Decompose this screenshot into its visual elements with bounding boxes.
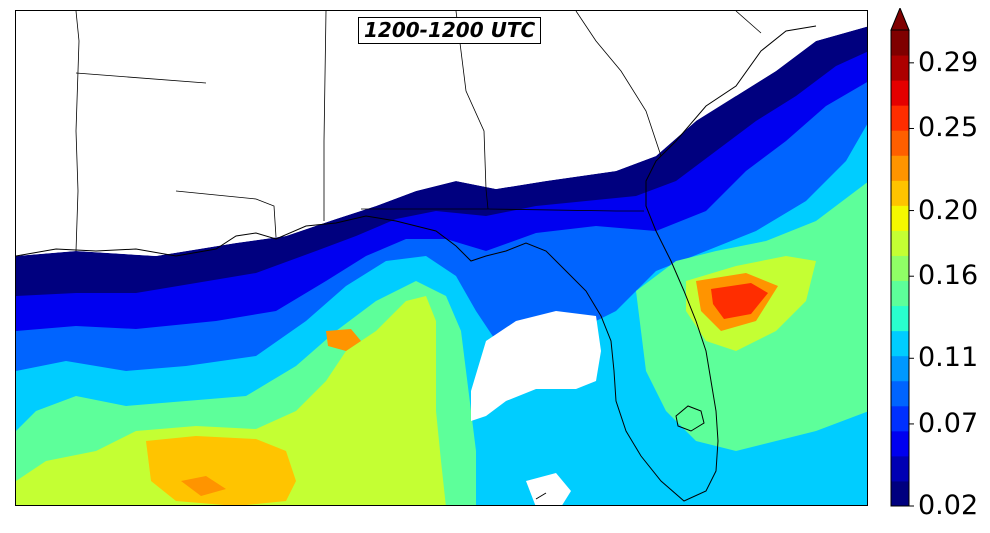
colorbar-tick-label: 0.25 [918,112,979,144]
colorbar-tick-label: 0.29 [918,46,979,78]
map-panel: 1200-1200 UTC [15,10,868,506]
colorbar-band [891,55,909,81]
colorbar-band [891,255,909,282]
colorbar-tick-label: 0.02 [918,490,979,521]
colorbar-tick-label: 0.20 [918,194,979,226]
state-borders [75,11,762,252]
colorbar-band [891,30,909,56]
colorbar-scale [890,6,914,507]
colorbar-band [891,355,909,382]
coastlines [16,25,817,502]
colorbar-band [891,305,909,332]
colorbar-band [891,405,909,432]
colorbar-band [891,280,909,307]
colorbar-band [891,380,909,407]
colorbar-tick-label: 0.07 [918,407,979,439]
colorbar-tick-label: 0.16 [918,260,979,292]
colorbar-frame [890,29,910,507]
map-title: 1200-1200 UTC [358,17,542,44]
colorbar-band [891,80,909,106]
colorbar-bands [891,30,909,507]
colorbar-band [891,180,909,206]
colorbar-band [891,455,909,482]
colorbar-band [891,105,909,131]
contour-fill [16,11,867,505]
colorbar-band [891,230,909,256]
colorbar: 0.02 0.07 0.11 0.16 0.20 0.25 0.29 [885,6,990,520]
colorbar-band [891,130,909,156]
colorbar-band [891,205,909,231]
colorbar-band [891,480,909,507]
precipitation-contour-map [16,11,867,505]
colorbar-band [891,155,909,181]
colorbar-band [891,430,909,457]
colorbar-extend-arrow [890,6,910,31]
colorbar-tick-label: 0.11 [918,342,979,374]
colorbar-band [891,330,909,357]
